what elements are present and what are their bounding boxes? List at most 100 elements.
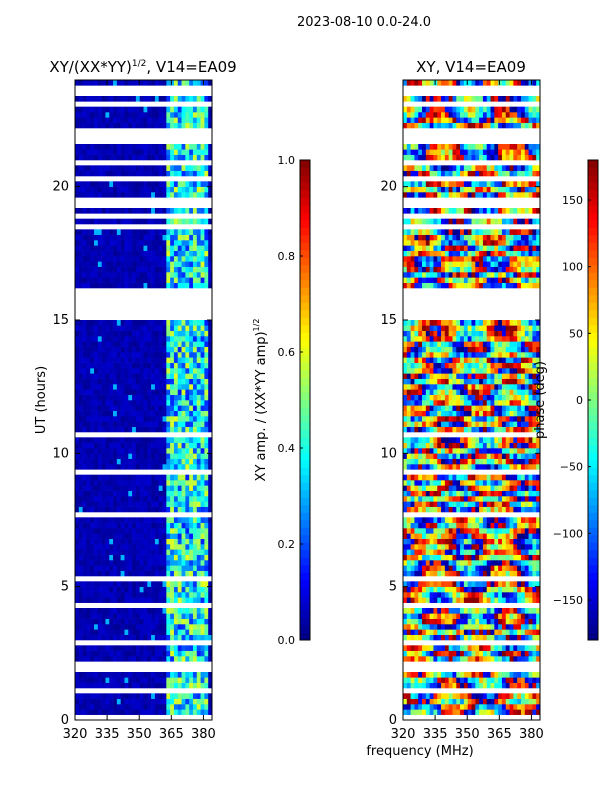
right-heat-cell xyxy=(494,645,499,651)
right-heat-cell xyxy=(467,608,472,614)
left-heat-cell xyxy=(147,362,152,369)
left-heat-cell xyxy=(162,154,167,161)
left-heat-cell xyxy=(109,117,114,123)
right-heat-cell xyxy=(486,490,491,497)
left-heat-cell xyxy=(124,229,129,235)
left-heat-cell xyxy=(200,149,205,155)
left-heat-cell xyxy=(113,709,118,715)
right-heat-cell xyxy=(509,634,514,641)
left-heat-cell xyxy=(116,106,121,113)
right-heat-cell xyxy=(460,448,465,454)
left-heat-cell xyxy=(170,656,175,662)
left-heat-cell xyxy=(189,192,194,198)
left-heat-cell xyxy=(97,400,102,406)
right-heat-cell xyxy=(437,592,442,598)
left-heat-cell xyxy=(116,554,121,561)
right-heat-cell xyxy=(528,544,533,550)
left-heat-cell xyxy=(192,170,198,177)
left-heat-cell xyxy=(208,80,213,86)
left-heat-cell xyxy=(189,682,194,689)
left-heat-cell xyxy=(124,357,129,363)
right-heat-cell xyxy=(505,485,510,491)
right-heat-cell xyxy=(524,624,529,630)
right-heat-cell xyxy=(517,528,522,534)
left-heat-cell xyxy=(208,250,213,257)
left-heat-cell xyxy=(101,581,106,587)
left-heat-cell xyxy=(189,533,194,539)
left-heat-cell xyxy=(196,528,201,534)
left-heat-cell xyxy=(192,405,198,411)
right-heat-cell xyxy=(444,506,449,513)
left-heat-cell xyxy=(177,240,182,246)
left-heat-cell xyxy=(158,586,163,593)
right-heat-cell xyxy=(532,608,537,614)
left-heat-cell xyxy=(192,181,198,187)
left-heat-cell xyxy=(181,544,186,550)
left-heat-cell xyxy=(192,554,198,561)
left-heat-cell xyxy=(200,362,205,369)
left-heat-cell xyxy=(109,149,114,155)
right-heat-cell xyxy=(452,528,457,534)
right-heat-cell xyxy=(433,560,438,566)
right-heat-cell xyxy=(501,549,507,555)
right-heat-cell xyxy=(418,549,423,555)
right-heat-cell xyxy=(479,698,484,705)
right-heat-cell xyxy=(467,704,472,710)
left-heat-cell xyxy=(120,325,125,331)
left-heat-cell xyxy=(78,368,83,374)
left-heat-cell xyxy=(177,517,182,523)
left-heat-cell xyxy=(200,682,205,689)
left-heat-cell xyxy=(166,112,171,118)
right-heat-cell xyxy=(433,629,438,635)
left-heat-cell xyxy=(143,693,148,699)
left-heat-cell xyxy=(86,698,91,705)
right-heat-cell xyxy=(425,442,430,449)
right-heat-cell xyxy=(524,570,529,577)
left-heat-cell xyxy=(97,704,102,710)
left-heat-cell xyxy=(162,496,167,502)
left-heat-cell xyxy=(109,528,114,534)
left-heat-cell xyxy=(109,144,114,150)
right-heat-cell xyxy=(410,560,415,566)
left-heat-cell xyxy=(120,533,125,539)
right-heat-cell xyxy=(528,453,533,459)
right-heat-cell xyxy=(460,560,465,566)
left-heat-cell xyxy=(170,597,175,603)
left-heat-cell xyxy=(200,170,205,177)
right-heat-cell xyxy=(463,592,468,598)
left-heat-cell xyxy=(204,218,209,225)
left-heat-cell xyxy=(82,234,87,241)
right-heat-cell xyxy=(467,549,472,555)
left-heat-cell xyxy=(101,613,106,619)
left-heat-cell xyxy=(170,426,175,433)
left-heat-cell xyxy=(139,277,144,283)
right-heat-cell xyxy=(410,437,415,443)
left-heat-cell xyxy=(124,528,129,534)
left-heat-cell xyxy=(158,560,163,566)
left-heat-cell xyxy=(173,170,179,177)
right-heat-cell xyxy=(418,613,423,619)
right-heat-cell xyxy=(444,693,449,699)
right-heat-cell xyxy=(486,645,491,651)
right-heat-cell xyxy=(406,645,411,651)
left-heat-cell xyxy=(132,320,137,326)
right-heat-cell xyxy=(532,453,537,459)
left-heat-cell xyxy=(94,250,99,257)
left-heat-cell xyxy=(196,421,201,427)
left-heat-cell xyxy=(192,629,198,635)
right-heat-cell xyxy=(479,485,484,491)
left-heat-cell xyxy=(109,256,114,262)
left-heat-cell xyxy=(177,250,182,257)
right-heat-cell xyxy=(406,704,411,710)
right-heat-cell xyxy=(448,613,453,619)
left-heat-cell xyxy=(204,122,209,129)
left-heat-cell xyxy=(151,581,156,587)
colorbar-segment xyxy=(300,377,310,386)
left-heat-cell xyxy=(204,448,209,454)
left-heat-cell xyxy=(139,634,144,641)
right-heat-cell xyxy=(433,490,438,497)
left-heat-cell xyxy=(101,629,106,635)
right-heat-cell xyxy=(418,554,423,561)
right-heat-cell xyxy=(524,672,529,678)
left-heat-cell xyxy=(158,352,163,358)
